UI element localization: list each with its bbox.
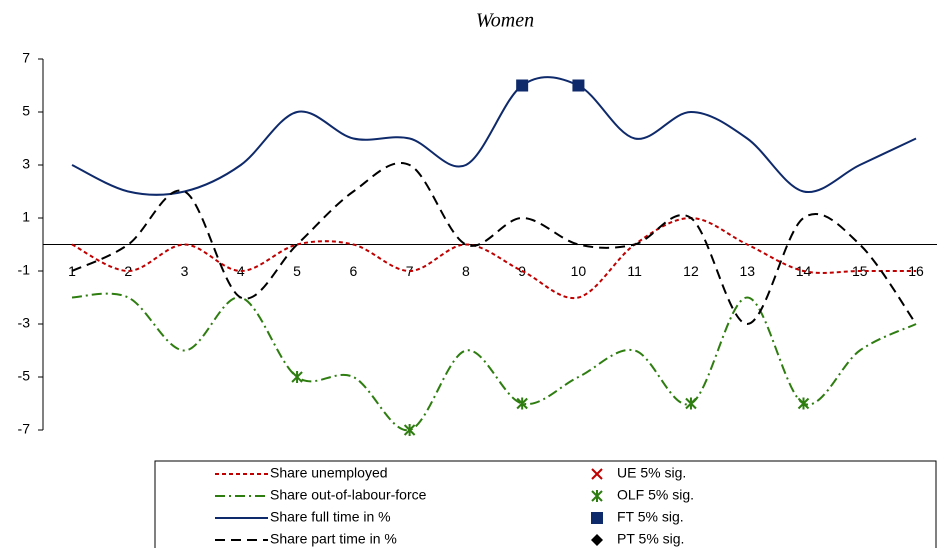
marker-square <box>591 512 603 524</box>
y-tick-label: -1 <box>18 262 31 278</box>
legend-label: Share out-of-labour-force <box>270 487 427 503</box>
marker-diamond <box>591 534 603 546</box>
y-tick-label: 3 <box>22 156 30 172</box>
legend-label: PT 5% sig. <box>617 531 684 547</box>
marker-square <box>516 79 529 92</box>
chart-title: Women <box>476 10 534 32</box>
marker <box>591 512 603 524</box>
x-tick-label: 11 <box>627 263 642 279</box>
legend-label: OLF 5% sig. <box>617 487 694 503</box>
series-line <box>71 162 917 326</box>
marker <box>591 468 603 480</box>
legend-box <box>154 460 937 548</box>
legend-label: Share part time in % <box>270 531 397 547</box>
series-line <box>71 292 917 432</box>
marker <box>797 397 810 410</box>
marker <box>403 424 416 436</box>
y-tick-label: 5 <box>22 103 30 119</box>
legend-label: FT 5% sig. <box>617 509 684 525</box>
legend-label: Share full time in % <box>270 509 391 525</box>
marker <box>591 534 603 546</box>
y-tick-label: 1 <box>22 209 30 225</box>
x-tick-label: 3 <box>181 263 189 279</box>
marker <box>685 397 697 410</box>
marker <box>291 371 303 383</box>
marker <box>516 397 528 410</box>
x-tick-label: 10 <box>571 263 587 279</box>
marker-stroke <box>591 468 603 480</box>
marker <box>591 490 603 502</box>
series-line <box>71 76 917 196</box>
marker <box>516 79 529 92</box>
y-tick-label: -3 <box>18 315 31 331</box>
x-tick-label: 13 <box>739 263 755 279</box>
y-tick-label: 7 <box>22 50 30 66</box>
x-tick-label: 12 <box>683 263 699 279</box>
x-tick-label: 2 <box>124 263 132 279</box>
legend-label: Share unemployed <box>270 465 388 481</box>
x-tick-label: 8 <box>462 263 470 279</box>
marker <box>572 79 585 92</box>
x-tick-label: 6 <box>349 263 357 279</box>
series-line <box>71 216 917 300</box>
y-tick-label: -7 <box>18 421 31 437</box>
legend-label: UE 5% sig. <box>617 465 686 481</box>
marker-square <box>572 79 585 92</box>
x-tick-label: 5 <box>293 263 301 279</box>
x-tick-label: 16 <box>908 263 924 279</box>
y-tick-label: -5 <box>18 368 31 384</box>
